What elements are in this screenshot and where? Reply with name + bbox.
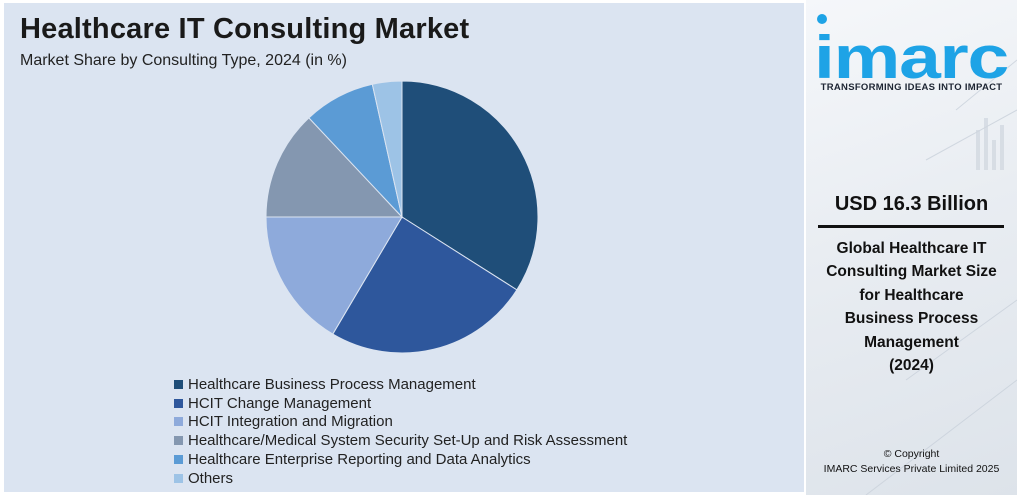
chart-panel: Healthcare IT Consulting Market Market S…	[4, 3, 804, 492]
legend-swatch	[174, 436, 183, 446]
copyright-line: IMARC Services Private Limited 2025	[823, 462, 1000, 475]
desc-line: Management	[864, 333, 959, 351]
brand-tagline: TRANSFORMING IDEAS INTO IMPACT	[820, 82, 1003, 93]
legend-item: HCIT Change Management	[174, 394, 627, 413]
legend-label: HCIT Change Management	[188, 394, 372, 412]
desc-line: Consulting Market Size	[826, 263, 997, 281]
legend-item: Healthcare Business Process Management	[174, 375, 627, 394]
desc-line: Global Healthcare IT	[836, 240, 987, 257]
market-size-description: Global Healthcare IT Consulting Market S…	[810, 237, 1013, 377]
pie-slice-6	[371, 80, 403, 218]
legend-item: Healthcare/Medical System Security Set-U…	[174, 431, 627, 450]
market-size-value: USD 16.3 Billion	[834, 193, 989, 215]
legend-swatch	[174, 455, 183, 465]
pie-slice-1	[401, 80, 539, 291]
headline-divider	[818, 225, 1004, 228]
legend-swatch	[174, 398, 183, 408]
legend-label: Healthcare Business Process Management	[188, 375, 476, 393]
desc-line: Business Process	[844, 310, 979, 328]
chart-title: Healthcare IT Consulting Market	[20, 13, 470, 45]
legend-label: Healthcare/Medical System Security Set-U…	[188, 432, 628, 450]
logo-wordmark: imarc	[814, 24, 1008, 82]
legend-label: Others	[188, 469, 234, 487]
legend-swatch	[174, 417, 183, 427]
pie-slice-3	[265, 216, 403, 335]
pie-slice-2	[332, 216, 518, 354]
legend-swatch	[174, 473, 183, 483]
desc-line: (2024)	[889, 357, 934, 375]
legend-label: Healthcare Enterprise Reporting and Data…	[188, 451, 531, 469]
imarc-logo: imarc	[814, 14, 1009, 82]
copyright-notice: © Copyright IMARC Services Private Limit…	[806, 447, 1017, 476]
pie-chart	[265, 80, 539, 354]
chart-legend: Healthcare Business Process Management HC…	[174, 375, 627, 488]
legend-swatch	[174, 379, 183, 389]
chart-subtitle: Market Share by Consulting Type, 2024 (i…	[20, 52, 347, 69]
info-panel: imarc TRANSFORMING IDEAS INTO IMPACT USD…	[806, 0, 1017, 495]
background-decoration	[865, 59, 1017, 495]
pie-slice-4	[265, 117, 404, 218]
legend-item: HCIT Integration and Migration	[174, 413, 627, 432]
legend-label: HCIT Integration and Migration	[188, 413, 393, 431]
legend-item: Others	[174, 469, 627, 488]
desc-line: for Healthcare	[859, 286, 964, 304]
copyright-line: © Copyright	[883, 448, 940, 460]
legend-item: Healthcare Enterprise Reporting and Data…	[174, 450, 627, 469]
